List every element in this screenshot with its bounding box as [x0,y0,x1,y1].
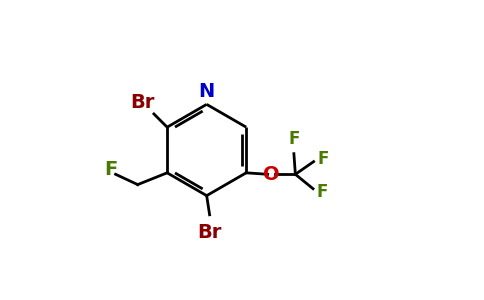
Text: F: F [105,160,118,179]
Text: F: F [317,183,328,201]
Text: F: F [318,150,329,168]
Text: N: N [198,82,215,101]
Text: Br: Br [131,93,155,112]
Text: Br: Br [197,223,222,242]
Text: O: O [263,165,280,184]
Text: F: F [288,130,300,148]
